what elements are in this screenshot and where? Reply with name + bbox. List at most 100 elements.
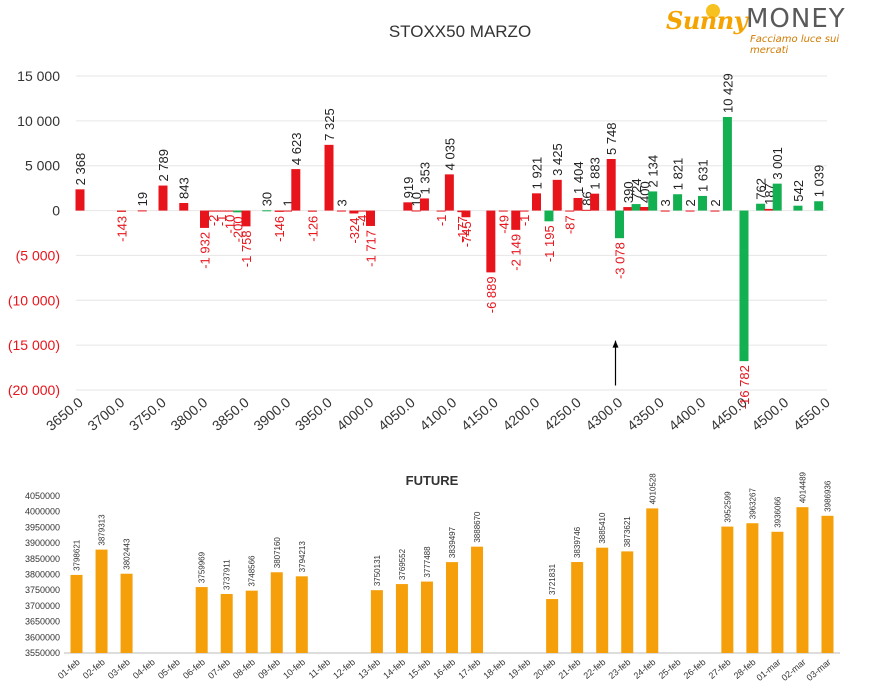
- data-label: 3769552: [398, 548, 407, 580]
- logo: Sunny MONEY Facciamo luce sui mercati: [660, 4, 865, 56]
- bar: [195, 587, 208, 653]
- data-label: 1 039: [812, 165, 827, 198]
- y-tick-label: 3850000: [25, 554, 60, 564]
- bar: [357, 210, 367, 212]
- bar: [245, 590, 258, 653]
- bar: [673, 194, 683, 211]
- bar: [291, 169, 301, 211]
- data-label: 2 134: [646, 155, 661, 188]
- x-tick-label: 16-feb: [431, 657, 457, 681]
- y-tick-label: 3700000: [25, 601, 60, 611]
- y-tick-label: 4050000: [25, 491, 60, 501]
- data-label: -3 078: [613, 242, 628, 279]
- bar: [208, 210, 218, 212]
- x-tick-label: 27-feb: [707, 657, 733, 681]
- x-tick-label: 3650.0: [43, 394, 86, 434]
- data-label: 3885410: [598, 512, 607, 544]
- data-label: 724: [629, 178, 644, 200]
- x-tick-label: 18-feb: [481, 657, 507, 681]
- data-label: 2: [708, 199, 723, 206]
- x-tick-label: 20-feb: [531, 657, 557, 681]
- chart-title: FUTURE: [406, 473, 459, 488]
- data-label: -10: [222, 215, 237, 234]
- bar: [685, 210, 695, 212]
- data-label: 3: [658, 199, 673, 206]
- data-label: 4010528: [648, 473, 657, 505]
- bar: [295, 576, 308, 653]
- x-tick-label: 03-feb: [106, 657, 132, 681]
- data-label: 1 821: [671, 158, 686, 191]
- bar: [646, 508, 659, 653]
- bar: [519, 210, 529, 212]
- bar: [581, 209, 591, 211]
- bar: [771, 531, 784, 653]
- x-tick-label: 4400.0: [665, 394, 708, 434]
- x-tick-label: 23-feb: [607, 657, 633, 681]
- data-label: 10 429: [720, 73, 735, 113]
- bar: [307, 210, 317, 212]
- bar: [722, 117, 732, 211]
- x-tick-label: 4250.0: [541, 394, 584, 434]
- bar: [660, 210, 670, 212]
- data-label: 3839497: [448, 526, 457, 558]
- bar: [571, 562, 584, 653]
- data-label: -87: [563, 215, 578, 234]
- y-tick-label: (10 000): [8, 292, 60, 308]
- data-label: -1: [517, 215, 532, 227]
- bar: [471, 546, 484, 653]
- y-tick-label: (15 000): [8, 337, 60, 353]
- bar: [739, 210, 749, 362]
- data-label: -324: [347, 217, 362, 243]
- bar: [419, 198, 429, 211]
- bar: [283, 210, 292, 212]
- bar: [552, 179, 562, 211]
- bar: [137, 210, 147, 212]
- data-label: -745: [459, 221, 474, 247]
- x-tick-label: 26-feb: [682, 657, 708, 681]
- x-tick-label: 01-feb: [56, 657, 82, 681]
- data-label: 3 425: [550, 143, 565, 176]
- bar: [366, 210, 375, 226]
- bar: [573, 197, 583, 211]
- data-label: 1 921: [530, 157, 545, 190]
- logo-tagline: Facciamo luce sui mercati: [750, 34, 840, 56]
- logo-brand-first: Sunny: [666, 6, 748, 35]
- bar: [814, 201, 824, 211]
- data-label: 1 883: [588, 157, 603, 190]
- x-tick-label: 3750.0: [126, 394, 169, 434]
- data-label: 3750131: [373, 554, 382, 586]
- data-label: 3839746: [573, 526, 582, 558]
- bar: [411, 210, 421, 212]
- future-chart: FUTURE 3550000 3600000 3650000 3700000 375000…: [25, 471, 840, 683]
- options-chart: STOXX50 MARZO 15 000 10 000 5 000 0 (5 000) (1…: [8, 22, 833, 434]
- bar: [324, 144, 334, 211]
- bar: [596, 547, 609, 653]
- x-tick-label: 15-feb: [406, 657, 432, 681]
- x-tick-label: 17-feb: [456, 657, 482, 681]
- bar: [75, 189, 85, 211]
- y-tick-label: 3650000: [25, 617, 60, 627]
- data-label: 542: [791, 180, 806, 202]
- data-label: -1: [434, 215, 449, 227]
- x-tick-label: 08-feb: [231, 657, 257, 681]
- y-tick-label: 3600000: [25, 632, 60, 642]
- bar: [120, 573, 133, 653]
- x-tick-label: 4350.0: [624, 394, 667, 434]
- x-tick-label: 11-feb: [307, 657, 332, 681]
- data-label: 1: [281, 199, 296, 206]
- x-tick-label: 4100.0: [416, 394, 459, 434]
- bar: [241, 210, 251, 227]
- bar: [461, 210, 471, 218]
- y-tick-label: 5 000: [25, 158, 60, 174]
- bar: [274, 210, 284, 212]
- y-tick-label: 4000000: [25, 507, 60, 517]
- x-tick-label: 04-feb: [131, 657, 157, 681]
- bar: [721, 526, 734, 653]
- bar: [70, 574, 83, 653]
- annotation-arrow-head: [612, 340, 619, 348]
- y-tick-label: 3950000: [25, 522, 60, 532]
- x-tick-label: 24-feb: [632, 657, 658, 681]
- x-tick-label: 3900.0: [250, 394, 293, 434]
- data-label: 3879313: [98, 514, 107, 546]
- bar: [370, 590, 383, 653]
